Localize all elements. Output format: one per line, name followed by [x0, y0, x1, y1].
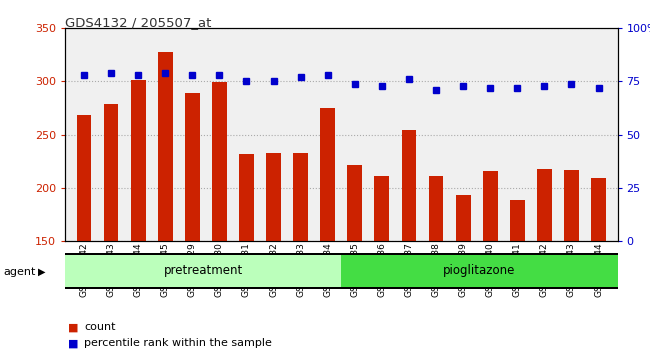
Bar	[65, 255, 341, 287]
Bar	[320, 108, 335, 354]
Bar	[537, 169, 552, 354]
Bar	[428, 176, 443, 354]
Bar	[456, 195, 471, 354]
Bar	[185, 93, 200, 354]
Text: ■: ■	[68, 338, 79, 348]
Bar	[131, 80, 146, 354]
Text: ■: ■	[68, 322, 79, 332]
Bar	[483, 171, 498, 354]
Bar	[293, 153, 308, 354]
Bar	[564, 170, 579, 354]
Bar	[77, 115, 92, 354]
Bar	[374, 176, 389, 354]
Bar	[239, 154, 254, 354]
Bar	[347, 165, 362, 354]
Text: agent: agent	[3, 267, 36, 277]
Bar	[266, 153, 281, 354]
Bar	[103, 104, 118, 354]
Text: percentile rank within the sample: percentile rank within the sample	[84, 338, 272, 348]
Text: pioglitazone: pioglitazone	[443, 264, 515, 277]
Bar	[591, 178, 606, 354]
Text: pretreatment: pretreatment	[164, 264, 242, 277]
Bar	[158, 52, 173, 354]
Bar	[341, 255, 618, 287]
Text: ▶: ▶	[38, 267, 46, 277]
Bar	[402, 130, 417, 354]
Text: GDS4132 / 205507_at: GDS4132 / 205507_at	[65, 16, 211, 29]
Bar	[510, 200, 525, 354]
Text: count: count	[84, 322, 116, 332]
Bar	[212, 82, 227, 354]
